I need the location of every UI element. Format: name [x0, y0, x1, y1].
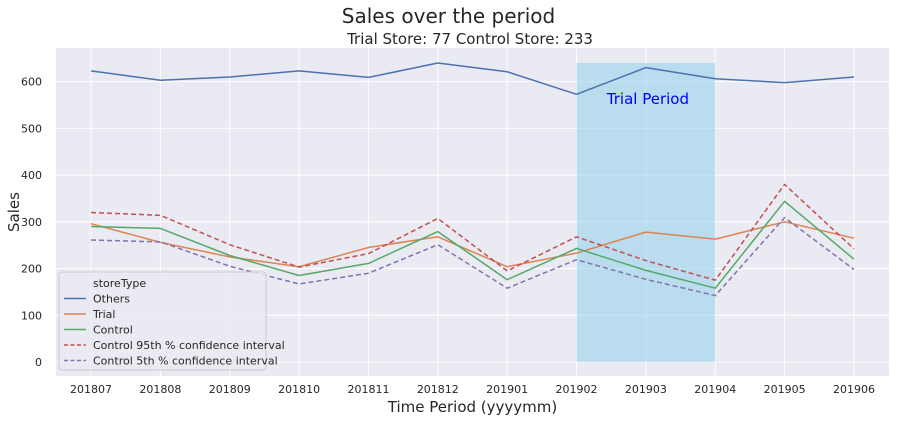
series-line-2: [90, 200, 855, 289]
x-tick-label: 201811: [347, 383, 389, 396]
legend-entry-4: Control 5th % confidence interval: [93, 355, 278, 368]
x-tick-label: 201812: [417, 383, 459, 396]
legend-title: storeType: [93, 277, 146, 290]
legend-entry-3: Control 95th % confidence interval: [93, 339, 285, 352]
y-tick-label: 200: [21, 263, 42, 276]
legend-entry-1: Trial: [92, 308, 115, 321]
x-tick-label: 201902: [556, 383, 598, 396]
series-line-0: [90, 62, 855, 96]
x-tick-label: 201904: [694, 383, 736, 396]
trial-period-label: Trial Period: [606, 90, 689, 108]
legend-box: [58, 271, 267, 371]
y-tick-label: 400: [21, 169, 42, 182]
chart-title: Trial Store: 77 Control Store: 233: [347, 30, 593, 48]
x-tick-label: 201905: [764, 383, 806, 396]
x-axis-label: Time Period (yyyymm): [387, 398, 557, 416]
x-tick-label: 201808: [139, 383, 181, 396]
y-tick-label: 300: [21, 216, 42, 229]
y-tick-label: 0: [35, 356, 42, 369]
y-tick-label: 600: [21, 76, 42, 89]
legend-entry-2: Control: [93, 324, 133, 337]
x-tick-label: 201906: [833, 383, 875, 396]
x-tick-label: 201809: [209, 383, 251, 396]
series-line-4: [90, 216, 855, 297]
x-tick-label: 201901: [486, 383, 528, 396]
x-tick-label: 201807: [70, 383, 112, 396]
y-tick-label: 100: [21, 309, 42, 322]
y-tick-label: 500: [21, 122, 42, 135]
legend-entry-0: Others: [93, 293, 130, 306]
x-tick-label: 201810: [278, 383, 320, 396]
series-line-3: [90, 183, 855, 281]
figure-suptitle: Sales over the period: [341, 4, 556, 28]
x-tick-label: 201903: [625, 383, 667, 396]
trial-period-band: [576, 62, 716, 362]
series-line-1: [90, 221, 855, 268]
y-axis-label: Sales: [5, 192, 23, 232]
